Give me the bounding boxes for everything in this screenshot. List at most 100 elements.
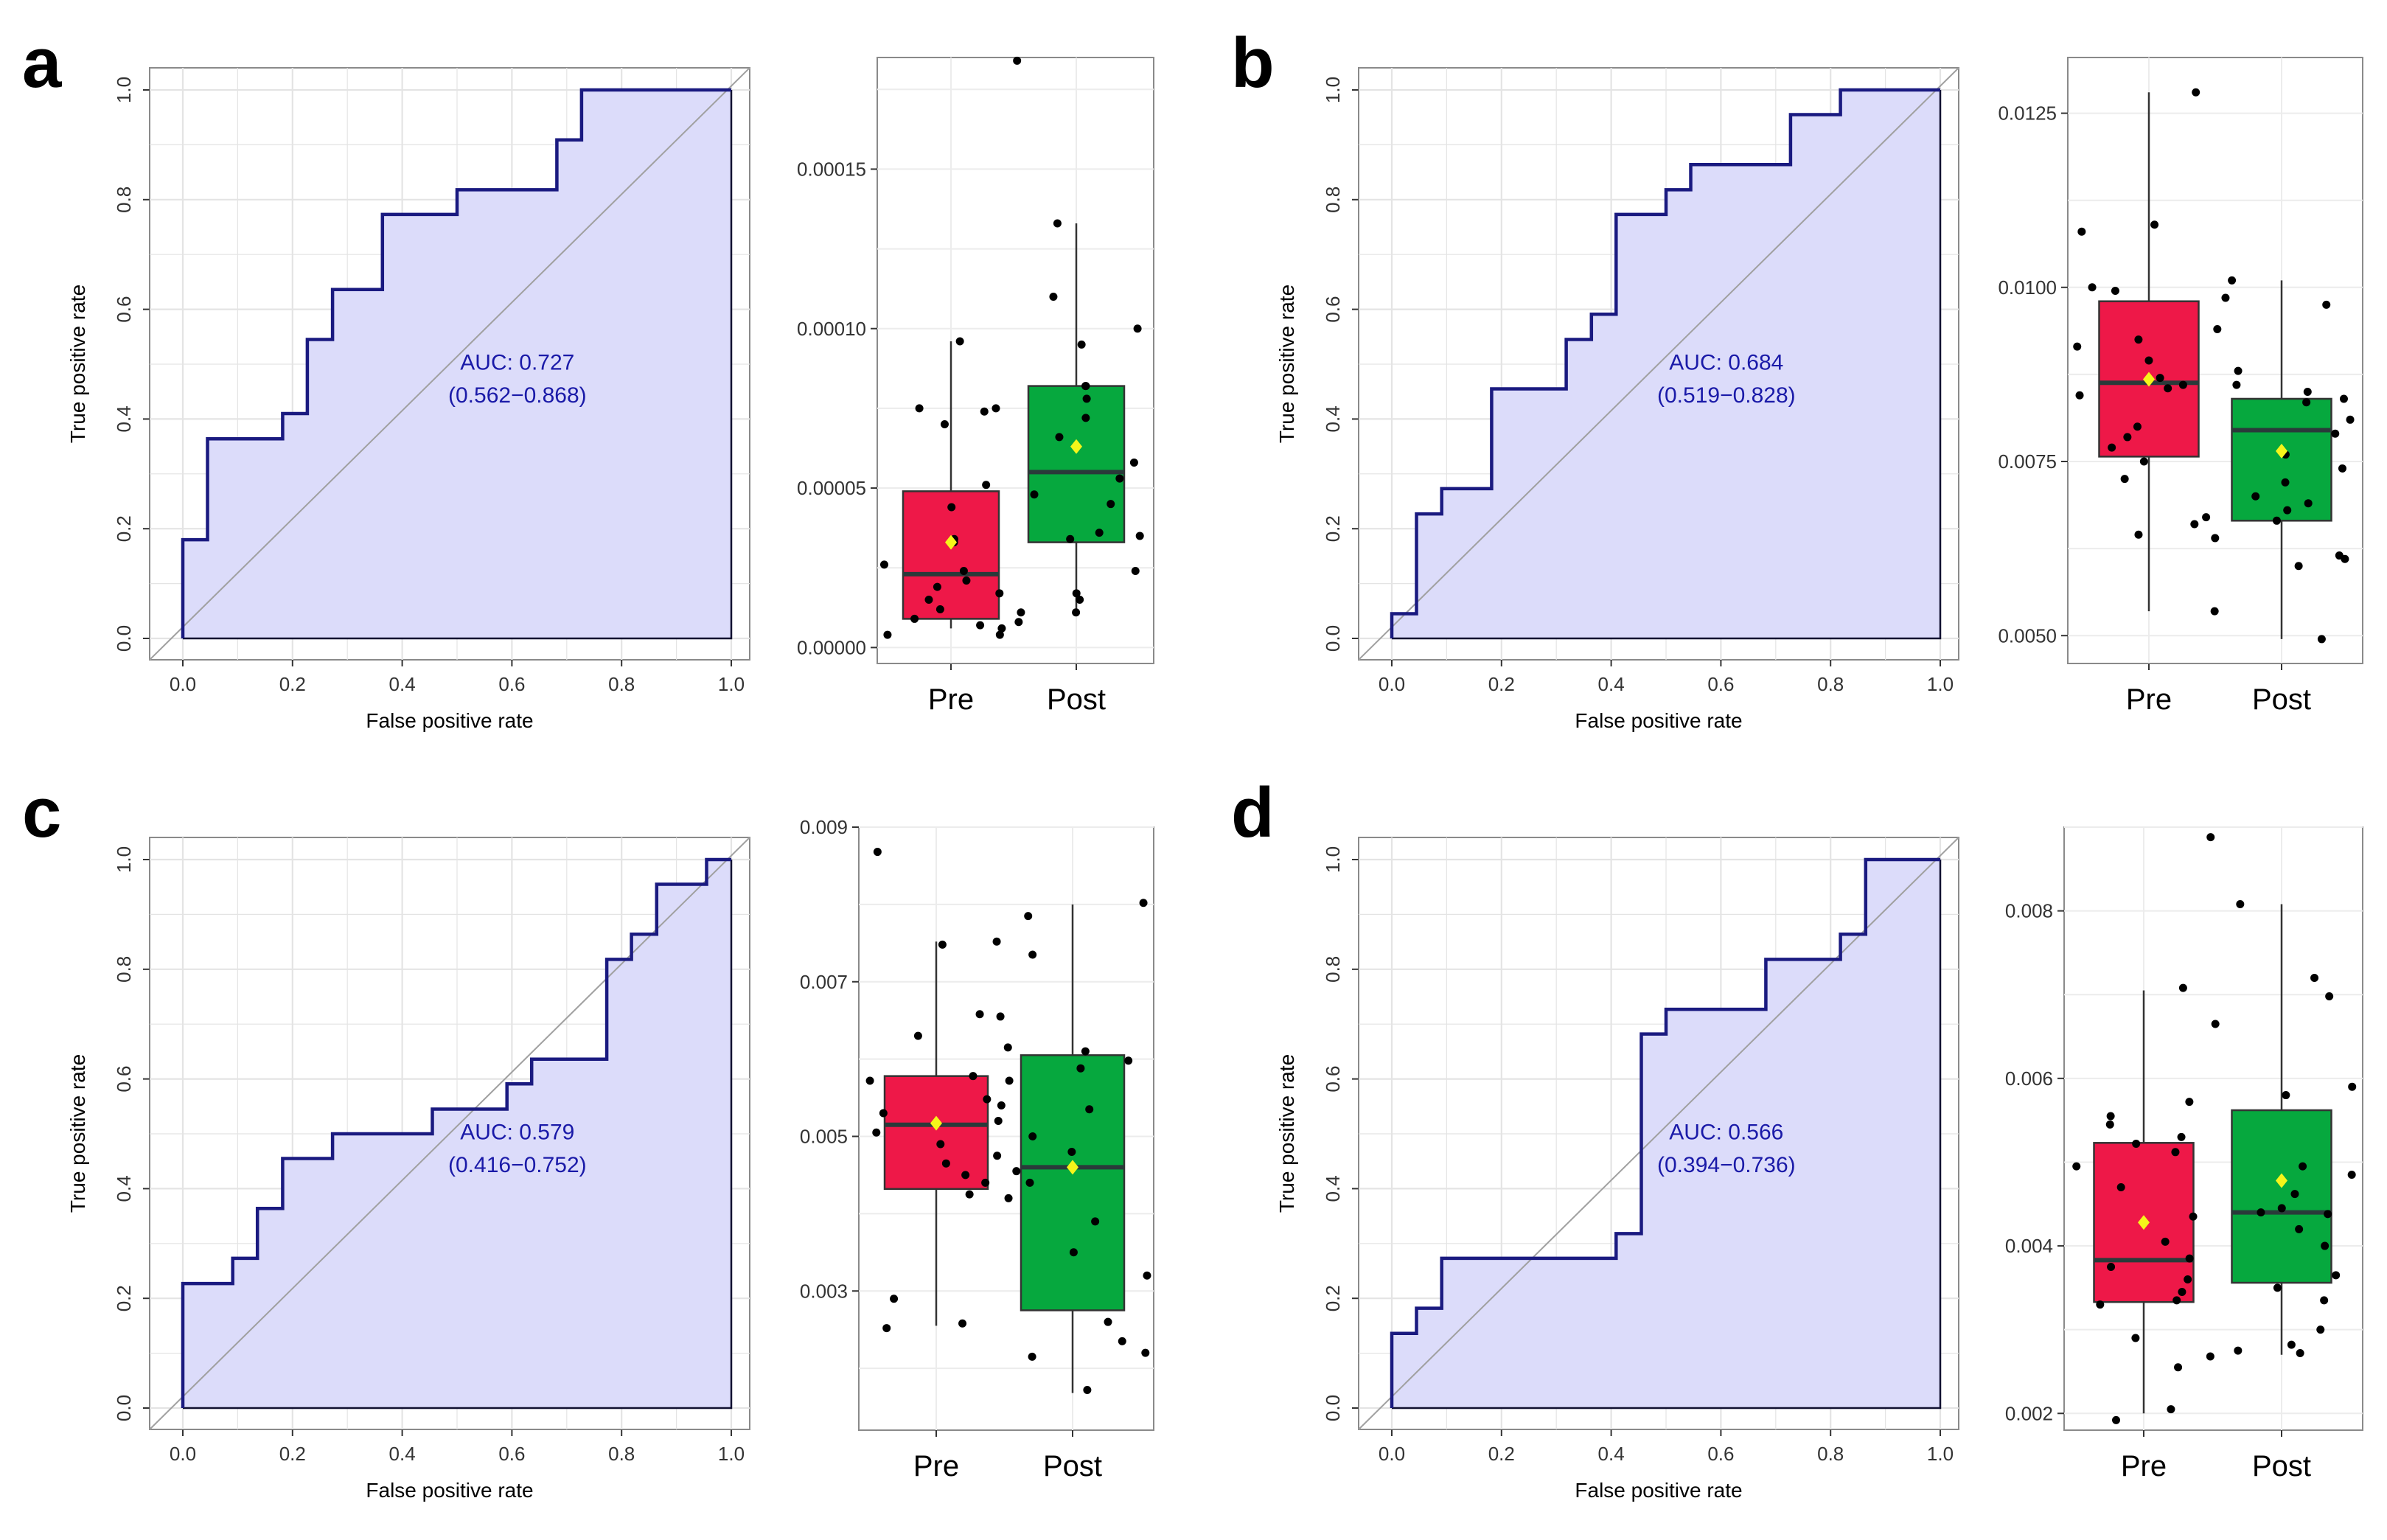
roc-x-tick-label: 0.4: [1598, 673, 1625, 695]
data-point: [2123, 433, 2132, 442]
box-y-tick-label: 0.004: [2005, 1235, 2053, 1257]
data-point: [992, 404, 1000, 413]
data-point: [2106, 1112, 2115, 1121]
data-point: [2302, 398, 2311, 407]
roc-y-tick-label: 0.2: [113, 1285, 135, 1311]
data-point: [1028, 1352, 1036, 1361]
panel-d: d AUC: 0.566 (0.394−0.736) 0.0 0.0 0.2 0.2 0.4 0…: [1231, 773, 2363, 1502]
box-y-tick-label: 0.00000: [797, 636, 866, 658]
data-point: [890, 1295, 899, 1303]
data-point: [2273, 1283, 2282, 1292]
box-plot-a: 0.00000 0.00005 0.00010 0.00015 Pre Post: [797, 56, 1154, 716]
data-point: [2211, 534, 2220, 543]
data-point: [2257, 1208, 2265, 1217]
box-post: [1013, 56, 1144, 617]
data-point: [1067, 1147, 1076, 1156]
data-point: [993, 1151, 1002, 1160]
data-point: [915, 404, 924, 413]
data-point: [2088, 283, 2097, 292]
roc-y-tick-label: 0.6: [113, 1066, 135, 1093]
auc-value-text: AUC: 0.727: [460, 350, 574, 374]
box-y-tick-label: 0.007: [800, 971, 848, 993]
roc-y-tick-label: 0.0: [1322, 1395, 1344, 1421]
data-point: [2144, 356, 2153, 365]
roc-y-tick-label: 1.0: [1322, 77, 1344, 103]
data-point: [961, 1171, 970, 1180]
data-point: [2277, 1204, 2286, 1213]
roc-y-tick-label: 0.2: [1322, 515, 1344, 542]
data-point: [2304, 499, 2313, 508]
roc-y-tick-label: 1.0: [113, 77, 135, 103]
data-point: [1107, 500, 1115, 509]
box-y-tick-label: 0.0100: [1998, 276, 2057, 299]
data-point: [2234, 1346, 2243, 1355]
roc-auc-area: [183, 90, 731, 638]
roc-y-tick-label: 0.6: [113, 296, 135, 323]
data-point: [1025, 1178, 1034, 1187]
roc-x-tick-label: 0.8: [608, 673, 635, 695]
data-point: [1139, 899, 1148, 907]
roc-x-tick-label: 0.6: [1707, 673, 1734, 695]
data-point: [2184, 1275, 2192, 1283]
data-point: [2236, 900, 2245, 909]
roc-diagonal: [149, 67, 750, 661]
roc-x-tick-label: 0.0: [1379, 1443, 1405, 1465]
auc-value-text: AUC: 0.566: [1669, 1120, 1783, 1144]
data-point: [969, 1072, 978, 1081]
data-point: [1066, 534, 1075, 543]
data-point: [2073, 342, 2082, 351]
box-iqr: [902, 490, 1000, 620]
data-point: [2178, 983, 2187, 992]
data-point: [1030, 490, 1039, 499]
data-point: [1081, 382, 1090, 391]
mean-marker: [945, 534, 957, 550]
data-point: [1014, 618, 1023, 627]
data-point: [1118, 1337, 1126, 1345]
data-point: [2283, 506, 2292, 515]
auc-value-text: AUC: 0.684: [1669, 350, 1783, 374]
data-point: [1017, 608, 1025, 617]
box-plot-c: 0.003 0.005 0.007 0.009 Pre Post: [800, 816, 1154, 1482]
roc-y-tick-label: 0.4: [113, 405, 135, 432]
data-point: [1129, 458, 1138, 467]
roc-y-axis-label: True positive rate: [66, 285, 89, 443]
data-point: [910, 614, 919, 623]
data-point: [1049, 292, 1058, 301]
data-point: [913, 1031, 922, 1040]
group-label-pre: Pre: [2121, 1450, 2167, 1482]
roc-plot-c: AUC: 0.579 (0.416−0.752) 0.0 0.0 0.2 0.2 0.4 0.…: [66, 837, 750, 1502]
data-point: [1024, 912, 1033, 921]
box-iqr: [1027, 385, 1126, 543]
data-point: [880, 560, 889, 569]
data-point: [2347, 1170, 2356, 1179]
roc-auc-area: [1392, 90, 1940, 638]
box-y-tick-label: 0.00005: [797, 477, 866, 499]
data-point: [924, 595, 933, 604]
data-point: [995, 589, 1004, 598]
data-point: [2213, 324, 2222, 333]
data-point: [981, 1178, 990, 1187]
group-label-post: Post: [1047, 683, 1106, 716]
roc-x-tick-label: 0.2: [279, 673, 306, 695]
data-point: [983, 1095, 992, 1104]
data-point: [947, 503, 956, 512]
panel-c: c AUC: 0.579 (0.416−0.752) 0.0 0.0 0.2 0.2 0.4 0…: [22, 773, 1154, 1502]
data-point: [2111, 287, 2119, 296]
data-point: [2174, 1363, 2183, 1372]
data-point: [2189, 1212, 2198, 1221]
data-point: [2299, 1162, 2307, 1171]
box-post: [2206, 833, 2357, 1361]
group-label-pre: Pre: [928, 683, 974, 716]
data-point: [872, 1128, 881, 1137]
data-point: [2075, 391, 2084, 400]
roc-y-axis-label: True positive rate: [66, 1054, 89, 1213]
group-label-post: Post: [1043, 1450, 1102, 1482]
box-y-tick-label: 0.002: [2005, 1402, 2053, 1424]
box-pre: [2072, 983, 2220, 1424]
data-point: [938, 940, 947, 949]
roc-x-tick-label: 1.0: [718, 673, 745, 695]
roc-x-tick-label: 0.2: [279, 1443, 306, 1465]
data-point: [2234, 366, 2243, 375]
data-point: [2120, 475, 2129, 484]
roc-x-axis-label: False positive rate: [1575, 1479, 1742, 1502]
